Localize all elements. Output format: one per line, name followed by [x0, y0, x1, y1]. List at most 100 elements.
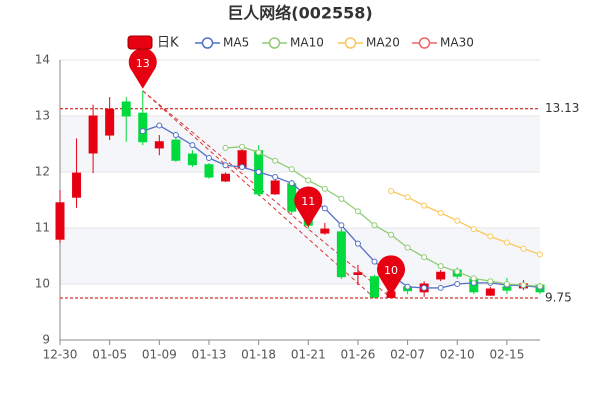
- pin: [294, 186, 323, 228]
- candle-body: [221, 173, 231, 182]
- y-tick-label: 9: [42, 333, 50, 347]
- ma-point: [454, 217, 461, 224]
- candle-body: [320, 228, 330, 234]
- ma-point: [470, 226, 477, 233]
- ma-point: [487, 278, 494, 285]
- legend-dot: [268, 37, 281, 49]
- x-tick-label: 02-15: [489, 348, 524, 362]
- ma-point: [321, 185, 328, 192]
- ma-point: [305, 177, 312, 184]
- legend-label: 日K: [157, 36, 179, 51]
- ma-point: [520, 245, 527, 252]
- ma-point: [371, 222, 378, 229]
- pin-label: 13: [136, 57, 150, 70]
- ma-point: [205, 155, 212, 161]
- ma-point: [338, 195, 345, 202]
- ma-point: [520, 282, 527, 289]
- ma-point: [321, 205, 328, 212]
- ma-point: [288, 166, 295, 173]
- candle-body: [88, 115, 98, 154]
- ma-point: [354, 240, 361, 247]
- legend-label: MA10: [290, 36, 324, 50]
- ma-point: [421, 202, 428, 209]
- y-tick-label: 10: [35, 277, 50, 291]
- ma-point: [454, 268, 461, 275]
- y-tick-label: 13: [35, 109, 50, 123]
- ma-point: [156, 122, 163, 129]
- legend-label: MA20: [366, 36, 400, 50]
- x-tick-label: 01-13: [192, 348, 227, 362]
- ma-point: [338, 222, 345, 229]
- x-tick-label: 02-07: [390, 348, 425, 362]
- ma-point: [239, 163, 246, 170]
- ma-point: [404, 283, 411, 290]
- candle-body: [485, 288, 495, 296]
- ma-point: [537, 251, 543, 258]
- ma-point: [487, 233, 494, 240]
- candle-body: [154, 141, 164, 149]
- pin-label: 11: [301, 195, 315, 208]
- ma-point: [222, 144, 229, 151]
- ma-point: [421, 284, 428, 291]
- ma-point: [239, 143, 246, 150]
- x-tick-label: 01-26: [340, 348, 375, 362]
- ref-label: 9.75: [545, 291, 572, 305]
- ma-point: [454, 281, 461, 287]
- ma-point: [388, 231, 395, 238]
- ma-point: [537, 283, 543, 290]
- ma-point: [139, 128, 146, 135]
- ma-point: [470, 275, 477, 282]
- ma-point: [371, 258, 378, 265]
- ma-point: [255, 149, 262, 156]
- candle-body: [369, 276, 379, 298]
- ma-point: [255, 169, 262, 175]
- y-tick-label: 14: [35, 53, 50, 67]
- legend-label: MA30: [440, 36, 474, 50]
- ma-point: [189, 142, 196, 149]
- candle-body: [287, 183, 297, 212]
- candle-body: [270, 180, 280, 195]
- legend-candle: [127, 35, 153, 50]
- ma-line: [390, 190, 541, 255]
- ma-point: [503, 239, 510, 246]
- x-tick-label: 01-18: [241, 348, 276, 362]
- candle-body: [121, 101, 131, 117]
- x-tick-label: 01-05: [92, 348, 127, 362]
- candle-body: [72, 172, 82, 198]
- candle-body: [353, 272, 363, 275]
- x-tick-label: 12-30: [43, 348, 78, 362]
- ma-point: [172, 132, 179, 139]
- trend-line: [142, 90, 392, 299]
- legend-label: MA5: [223, 36, 249, 50]
- ma-point: [421, 254, 428, 261]
- ma-point: [354, 208, 361, 215]
- candle-body: [187, 153, 197, 166]
- candle-body: [436, 271, 446, 280]
- pin: [377, 255, 406, 296]
- ma-point: [437, 263, 444, 270]
- ma-point: [272, 174, 279, 181]
- grid-band: [60, 116, 540, 172]
- candle-body: [138, 112, 148, 143]
- ma-point: [222, 162, 229, 169]
- candle-body: [171, 139, 181, 161]
- ma-point: [404, 194, 411, 201]
- ma-point: [388, 188, 395, 195]
- y-tick-label: 11: [35, 221, 50, 235]
- y-tick-label: 12: [35, 165, 50, 179]
- ref-label: 13.13: [545, 101, 579, 115]
- x-tick-label: 01-21: [291, 348, 326, 362]
- ma-point: [437, 284, 444, 291]
- x-tick-label: 02-10: [440, 348, 475, 362]
- ma-point: [288, 180, 295, 187]
- legend-dot: [201, 37, 214, 49]
- legend-dot: [418, 37, 431, 49]
- candle-body: [55, 202, 65, 240]
- pin-label: 10: [384, 264, 398, 277]
- candle-body: [105, 108, 115, 136]
- legend-dot: [344, 37, 357, 49]
- candle-body: [336, 231, 346, 278]
- chart-title: 巨人网络(002558): [227, 4, 372, 23]
